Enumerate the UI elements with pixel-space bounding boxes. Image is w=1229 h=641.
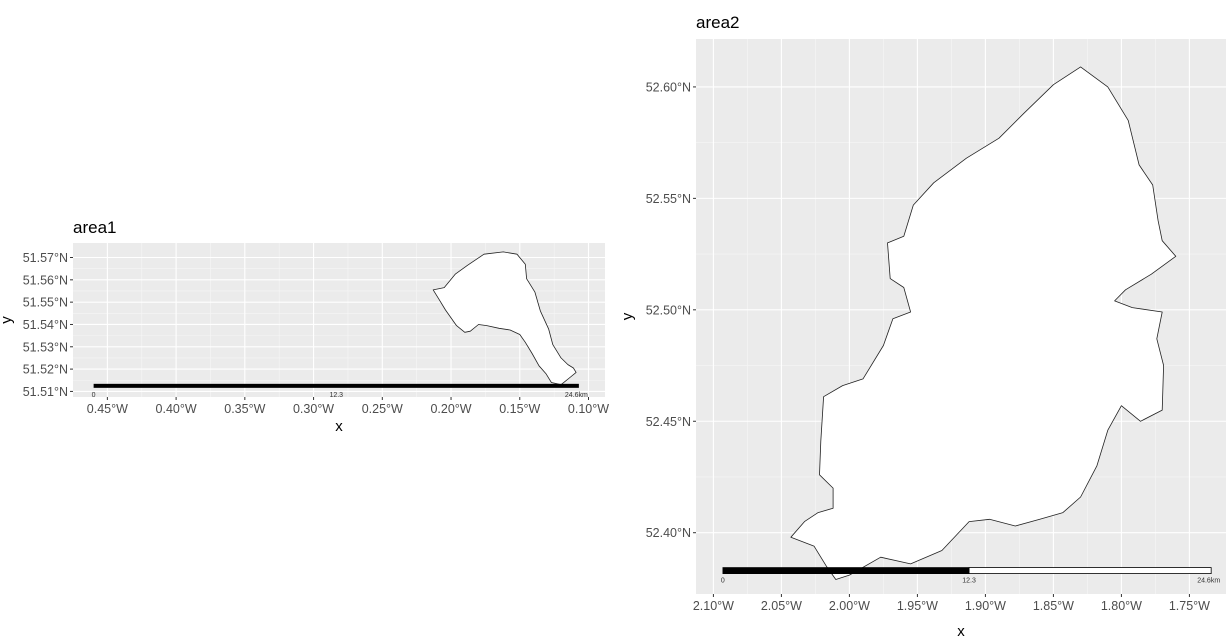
area1-y-tick-label: 51.53°N xyxy=(23,340,68,354)
area2-x-axis-label: x xyxy=(957,623,965,640)
area2-scalebar-label: 12.3 xyxy=(962,578,976,585)
area2-scalebar-black-segment xyxy=(722,567,970,574)
area1-y-tick-label: 51.55°N xyxy=(23,296,68,310)
area2-scalebar-label: 0 xyxy=(721,578,725,585)
area1-y-tick-label: 51.57°N xyxy=(23,251,68,265)
area1-panel: 0 12.3 24.6km 0.45°W 0.40°W 0.35°W 0.30°W 0.25°… xyxy=(0,218,609,435)
area1-y-tick-label: 51.52°N xyxy=(23,363,68,377)
area2-x-tick-label: 1.80°W xyxy=(1101,599,1142,613)
area1-scalebar-label: 0 xyxy=(92,392,96,399)
area1-x-tick-label: 0.15°W xyxy=(499,402,540,416)
area2-y-tick-label: 52.50°N xyxy=(646,303,691,317)
area2-scalebar-white-segment xyxy=(968,567,1212,574)
area2-x-tick-label: 2.00°W xyxy=(829,599,870,613)
area2-x-tick-label: 1.75°W xyxy=(1169,599,1210,613)
area2-boundary-polygon xyxy=(790,66,1177,580)
area1-x-tick-label: 0.40°W xyxy=(156,402,197,416)
area1-scalebar-label: 12.3 xyxy=(329,392,343,399)
area2-y-tick-label: 52.60°N xyxy=(646,80,691,94)
area2-x-tick-label: 1.85°W xyxy=(1033,599,1074,613)
area1-scalebar-label: 24.6km xyxy=(565,392,588,399)
area1-x-tick-label: 0.45°W xyxy=(87,402,128,416)
area1-y-axis-label: y xyxy=(0,316,15,324)
area1-y-tick-label: 51.51°N xyxy=(23,385,68,399)
area2-y-tick-label: 52.40°N xyxy=(646,526,691,540)
area2-y-tick-label: 52.55°N xyxy=(646,192,691,206)
area1-y-tick-label: 51.54°N xyxy=(23,318,68,332)
area2-scalebar-label: 24.6km xyxy=(1197,578,1220,585)
area2-panel: 0 12.3 24.6km 2.10°W 2.05°W 2.00°W 1.95°W 1.90°… xyxy=(619,13,1226,640)
area1-x-tick-label: 0.30°W xyxy=(293,402,334,416)
area2-y-axis-label: y xyxy=(619,312,636,320)
area1-x-tick-label: 0.35°W xyxy=(224,402,265,416)
area1-boundary-polygon xyxy=(432,251,577,386)
area1-x-tick-label: 0.10°W xyxy=(568,402,609,416)
area1-x-tick-label: 0.20°W xyxy=(430,402,471,416)
area1-scalebar-bar xyxy=(93,383,579,388)
area1-x-axis-label: x xyxy=(335,418,343,435)
area2-x-tick-label: 1.95°W xyxy=(897,599,938,613)
area2-x-tick-label: 1.90°W xyxy=(965,599,1006,613)
area1-x-tick-label: 0.25°W xyxy=(362,402,403,416)
area2-title: area2 xyxy=(696,13,739,32)
area2-x-tick-label: 2.05°W xyxy=(761,599,802,613)
area1-y-tick-label: 51.56°N xyxy=(23,273,68,287)
area2-y-tick-label: 52.45°N xyxy=(646,415,691,429)
area2-x-tick-label: 2.10°W xyxy=(693,599,734,613)
area1-title: area1 xyxy=(73,218,116,237)
